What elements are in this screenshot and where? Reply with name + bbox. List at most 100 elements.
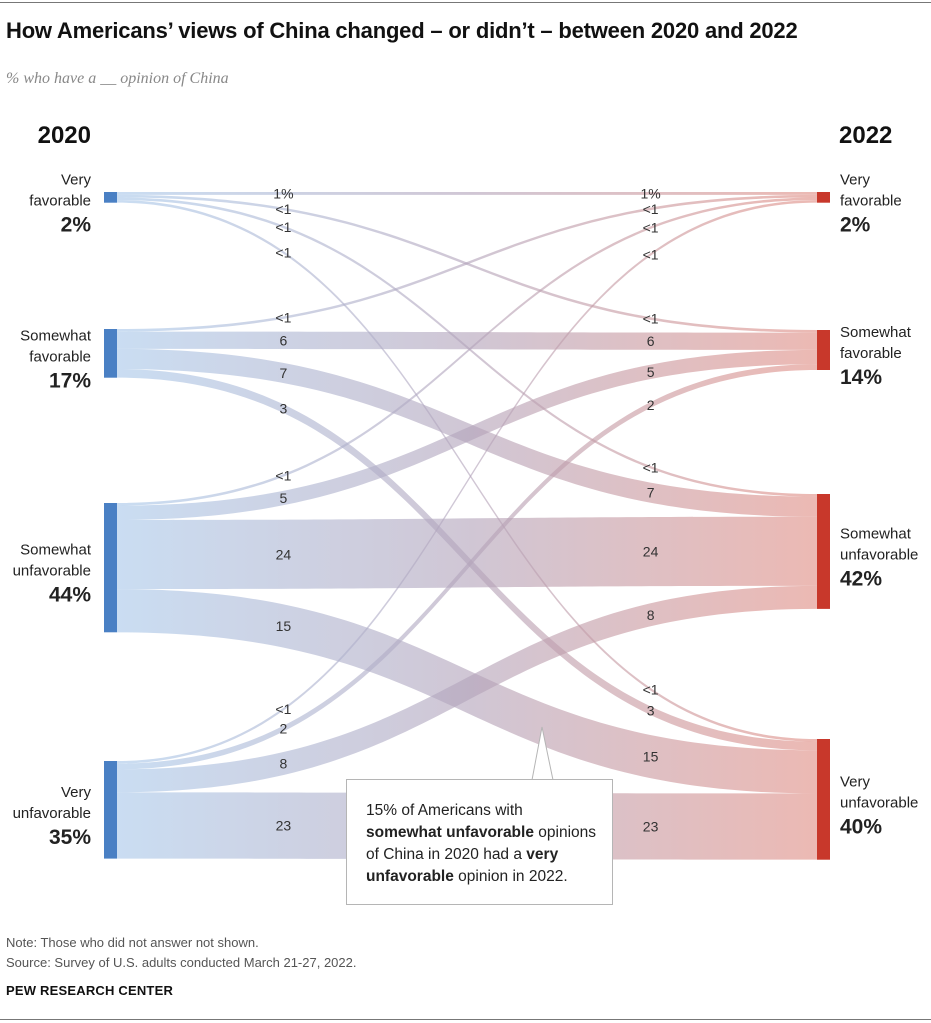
right-year-label: 2022 — [839, 122, 892, 149]
flow-label-right-1-1: 6 — [647, 333, 655, 349]
flow-label-left-1-1: 6 — [280, 332, 288, 348]
svg-text:Somewhat: Somewhat — [20, 542, 92, 559]
flow-0-to-3 — [117, 200, 817, 742]
svg-text:unfavorable: unfavorable — [13, 805, 91, 822]
svg-text:favorable: favorable — [29, 192, 91, 209]
right-node-label-0: Very favorable 2% — [840, 171, 902, 236]
svg-text:40%: 40% — [840, 815, 882, 838]
svg-text:unfavorable: unfavorable — [840, 546, 918, 563]
svg-text:favorable: favorable — [840, 345, 902, 362]
right-node-label-2: Somewhat unfavorable 42% — [840, 525, 918, 590]
chart-subtitle: % who have a __ opinion of China — [6, 70, 229, 87]
flow-label-left-1-2: 7 — [280, 365, 288, 381]
callout-bold-2: very unfavorable — [366, 846, 559, 885]
left-node-bar-1 — [104, 329, 117, 378]
flow-label-left-0-3: <1 — [275, 244, 291, 260]
right-node-bar-2 — [817, 494, 830, 609]
left-node-bar-2 — [104, 503, 117, 633]
top-rule — [0, 2, 931, 3]
flow-label-right-0-2: <1 — [643, 459, 659, 475]
flow-label-left-2-0: <1 — [275, 467, 291, 483]
bottom-rule — [0, 1019, 931, 1020]
flow-label-right-2-1: 5 — [647, 364, 655, 380]
flow-label-right-2-0: <1 — [643, 220, 659, 236]
flow-1-to-3 — [117, 369, 817, 751]
flow-2-to-0 — [117, 197, 817, 506]
flow-3-to-0 — [117, 200, 817, 764]
right-node-bar-3 — [817, 739, 830, 860]
flow-2-to-2 — [117, 516, 817, 590]
flow-label-left-2-3: 15 — [276, 618, 292, 634]
svg-text:2%: 2% — [840, 213, 871, 236]
callout-text-3: opinion in 2022. — [453, 868, 568, 885]
flow-label-left-1-0: <1 — [275, 310, 291, 326]
flow-0-to-0 — [117, 192, 817, 195]
callout-bold-1: somewhat unfavorable — [366, 824, 534, 841]
callout-text-1: 15% of Americans with — [366, 802, 523, 819]
left-node-label-1: Somewhat favorable 17% — [20, 327, 92, 392]
svg-text:Very: Very — [840, 171, 871, 188]
annotation-callout: 15% of Americans with somewhat unfavorab… — [346, 779, 613, 905]
flow-ribbons — [117, 192, 817, 860]
left-node-label-0: Very favorable 2% — [29, 171, 91, 236]
svg-text:favorable: favorable — [29, 348, 91, 365]
left-node-bar-0 — [104, 192, 117, 203]
flow-label-left-3-0: <1 — [275, 701, 291, 717]
flow-label-right-2-3: 15 — [643, 749, 659, 765]
flow-1-to-1 — [117, 331, 817, 350]
flow-label-right-3-3: 23 — [643, 819, 659, 835]
node-bars — [104, 192, 830, 860]
flow-label-left-3-2: 8 — [280, 756, 288, 772]
svg-text:17%: 17% — [49, 369, 91, 392]
flow-label-right-1-2: 7 — [647, 485, 655, 501]
svg-text:favorable: favorable — [840, 192, 902, 209]
svg-text:Somewhat: Somewhat — [840, 525, 912, 542]
svg-text:Somewhat: Somewhat — [840, 324, 912, 341]
flow-label-left-0-2: <1 — [275, 219, 291, 235]
svg-text:Very: Very — [840, 773, 871, 790]
flow-1-to-0 — [117, 194, 817, 332]
flow-2-to-1 — [117, 349, 817, 520]
svg-text:unfavorable: unfavorable — [840, 794, 918, 811]
flow-label-right-0-0: 1% — [640, 185, 660, 201]
chart-note: Note: Those who did not answer not shown… — [6, 935, 259, 950]
flow-label-left-3-1: 2 — [280, 721, 288, 737]
flow-label-left-1-3: 3 — [280, 401, 288, 417]
svg-text:unfavorable: unfavorable — [13, 563, 91, 580]
svg-text:14%: 14% — [840, 366, 882, 389]
flow-label-left-3-3: 23 — [276, 818, 292, 834]
flow-label-left-2-2: 24 — [276, 546, 292, 562]
callout-pointer — [531, 726, 554, 781]
left-node-label-3: Very unfavorable 35% — [13, 784, 92, 849]
flow-label-left-0-0: 1% — [273, 185, 293, 201]
flow-3-to-1 — [117, 364, 817, 770]
flow-3-to-2 — [117, 585, 817, 793]
brand-logo-text: PEW RESEARCH CENTER — [6, 983, 174, 998]
left-node-label-2: Somewhat unfavorable 44% — [13, 542, 92, 607]
svg-text:44%: 44% — [49, 584, 91, 607]
svg-text:Very: Very — [61, 171, 92, 188]
flow-label-right-3-2: 8 — [647, 607, 655, 623]
flow-label-right-0-1: <1 — [643, 311, 659, 327]
callout-text-2: opinions of China in 2020 had a — [366, 824, 597, 863]
chart-title: How Americans’ views of China changed – … — [6, 18, 798, 43]
right-node-bar-1 — [817, 330, 830, 370]
svg-text:Very: Very — [61, 784, 92, 801]
svg-text:42%: 42% — [840, 567, 882, 590]
flow-0-to-2 — [117, 197, 817, 497]
flow-label-left-0-1: <1 — [275, 201, 291, 217]
flow-label-left-2-1: 5 — [280, 490, 288, 506]
flow-label-right-0-3: <1 — [643, 681, 659, 697]
right-node-label-3: Very unfavorable 40% — [840, 773, 918, 838]
svg-text:35%: 35% — [49, 826, 91, 849]
right-node-bar-0 — [817, 192, 830, 203]
left-year-label: 2020 — [38, 122, 91, 149]
svg-text:2%: 2% — [61, 213, 92, 236]
flow-label-right-1-0: <1 — [643, 201, 659, 217]
flow-label-right-3-1: 2 — [647, 397, 655, 413]
svg-text:Somewhat: Somewhat — [20, 327, 92, 344]
flow-label-right-1-3: 3 — [647, 703, 655, 719]
chart-source: Source: Survey of U.S. adults conducted … — [6, 955, 357, 970]
